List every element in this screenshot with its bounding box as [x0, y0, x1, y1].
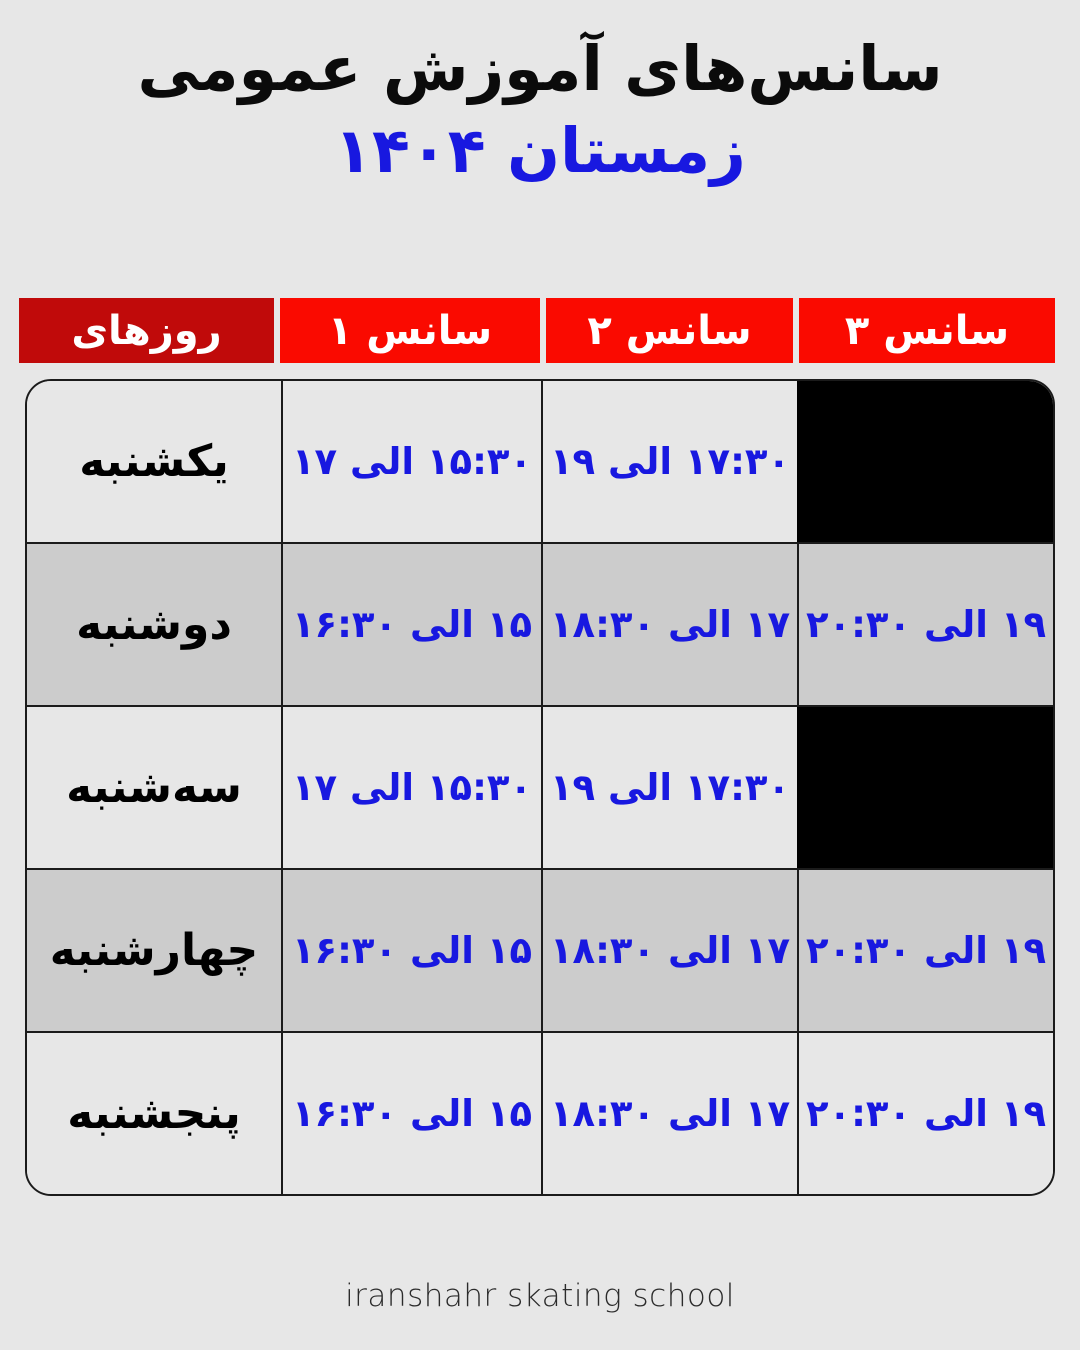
cell-day-name: پنجشنبه: [27, 1033, 281, 1194]
column-header-session-2: سانس ۲: [546, 298, 793, 363]
cell-session-1: ۱۵ الی ۱۶:۳۰: [281, 1033, 541, 1194]
cell-session-1: ۱۵:۳۰ الی ۱۷: [281, 381, 541, 542]
schedule-table: سانس ۳ سانس ۲ سانس ۱ روزهای ۱۷:۳۰ الی ۱۹…: [19, 298, 1055, 1196]
footer-brand: iranshahr skating school: [345, 1278, 735, 1314]
column-header-session-1: سانس ۱: [280, 298, 540, 363]
table-row: ۱۹ الی ۲۰:۳۰ ۱۷ الی ۱۸:۳۰ ۱۵ الی ۱۶:۳۰ چ…: [27, 870, 1053, 1033]
cell-day-name: دوشنبه: [27, 544, 281, 705]
cell-day-name: چهارشنبه: [27, 870, 281, 1031]
cell-session-3: [797, 707, 1053, 868]
table-row: ۱۹ الی ۲۰:۳۰ ۱۷ الی ۱۸:۳۰ ۱۵ الی ۱۶:۳۰ پ…: [27, 1033, 1053, 1194]
cell-session-1: ۱۵:۳۰ الی ۱۷: [281, 707, 541, 868]
cell-day-name: سه‌شنبه: [27, 707, 281, 868]
table-row: ۱۷:۳۰ الی ۱۹ ۱۵:۳۰ الی ۱۷ یکشنبه: [27, 381, 1053, 544]
cell-day-name: یکشنبه: [27, 381, 281, 542]
page-subtitle: زمستان ۱۴۰۴: [334, 113, 746, 187]
cell-session-3: ۱۹ الی ۲۰:۳۰: [797, 544, 1053, 705]
poster-header: سانس‌های آموزش عمومی زمستان ۱۴۰۴: [0, 0, 1080, 188]
cell-session-3: ۱۹ الی ۲۰:۳۰: [797, 870, 1053, 1031]
page-title: سانس‌های آموزش عمومی: [137, 32, 943, 105]
cell-session-2: ۱۷:۳۰ الی ۱۹: [541, 381, 797, 542]
column-header-days: روزهای: [19, 298, 274, 363]
column-header-session-3: سانس ۳: [799, 298, 1055, 363]
cell-session-1: ۱۵ الی ۱۶:۳۰: [281, 544, 541, 705]
cell-session-3: [797, 381, 1053, 542]
cell-session-1: ۱۵ الی ۱۶:۳۰: [281, 870, 541, 1031]
cell-session-2: ۱۷:۳۰ الی ۱۹: [541, 707, 797, 868]
cell-session-2: ۱۷ الی ۱۸:۳۰: [541, 544, 797, 705]
cell-session-2: ۱۷ الی ۱۸:۳۰: [541, 870, 797, 1031]
cell-session-2: ۱۷ الی ۱۸:۳۰: [541, 1033, 797, 1194]
table-row: ۱۷:۳۰ الی ۱۹ ۱۵:۳۰ الی ۱۷ سه‌شنبه: [27, 707, 1053, 870]
table-header-row: سانس ۳ سانس ۲ سانس ۱ روزهای: [19, 298, 1055, 363]
table-row: ۱۹ الی ۲۰:۳۰ ۱۷ الی ۱۸:۳۰ ۱۵ الی ۱۶:۳۰ د…: [27, 544, 1053, 707]
table-body: ۱۷:۳۰ الی ۱۹ ۱۵:۳۰ الی ۱۷ یکشنبه ۱۹ الی …: [25, 379, 1055, 1196]
cell-session-3: ۱۹ الی ۲۰:۳۰: [797, 1033, 1053, 1194]
